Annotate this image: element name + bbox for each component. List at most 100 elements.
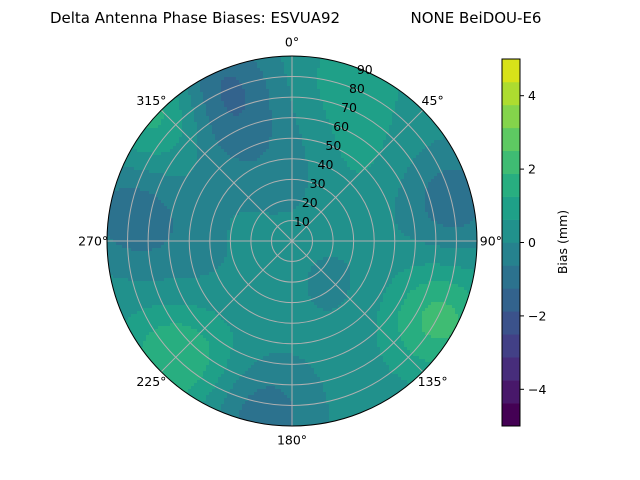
contour-cell <box>449 200 453 204</box>
contour-cell <box>179 98 183 102</box>
contour-cell <box>365 83 369 87</box>
contour-cell <box>389 119 393 123</box>
contour-cell <box>350 116 354 120</box>
contour-cell <box>401 206 405 210</box>
contour-cell <box>239 191 243 195</box>
contour-cell <box>425 125 429 129</box>
contour-cell <box>239 212 243 216</box>
contour-cell <box>263 65 267 69</box>
contour-cell <box>476 209 477 213</box>
contour-cell <box>383 170 387 174</box>
contour-cell <box>257 92 261 96</box>
contour-cell <box>311 149 315 153</box>
contour-cell <box>209 143 213 147</box>
contour-cell <box>332 167 336 171</box>
contour-cell <box>125 170 129 174</box>
contour-cell <box>317 152 321 156</box>
contour-cell <box>359 179 363 183</box>
contour-cell <box>227 131 231 135</box>
contour-cell <box>461 209 465 213</box>
contour-cell <box>209 167 213 171</box>
contour-cell <box>134 191 138 195</box>
contour-cell <box>242 74 246 78</box>
contour-cell <box>218 152 222 156</box>
contour-cell <box>341 122 345 126</box>
contour-cell <box>302 140 306 144</box>
contour-cell <box>233 92 237 96</box>
contour-cell <box>455 194 459 198</box>
contour-cell <box>194 86 198 90</box>
contour-cell <box>149 197 153 201</box>
contour-cell <box>275 158 279 162</box>
contour-cell <box>314 116 318 120</box>
contour-cell <box>140 176 144 180</box>
contour-cell <box>257 143 261 147</box>
contour-cell <box>464 206 468 210</box>
contour-cell <box>194 113 198 117</box>
contour-cell <box>284 206 288 210</box>
contour-cell <box>179 203 183 207</box>
contour-cell <box>272 59 276 63</box>
contour-cell <box>251 107 255 111</box>
contour-cell <box>239 86 243 90</box>
contour-cell <box>194 200 198 204</box>
contour-cell <box>311 197 315 201</box>
contour-cell <box>359 80 363 84</box>
contour-cell <box>383 188 387 192</box>
contour-cell <box>371 128 375 132</box>
contour-cell <box>410 188 414 192</box>
contour-cell <box>431 167 435 171</box>
contour-cell <box>272 179 276 183</box>
contour-cell <box>227 80 231 84</box>
contour-cell <box>281 119 285 123</box>
contour-cell <box>266 158 270 162</box>
contour-cell <box>296 62 300 66</box>
contour-cell <box>203 188 207 192</box>
contour-cell <box>278 170 282 174</box>
contour-cell <box>254 101 258 105</box>
contour-cell <box>314 131 318 135</box>
contour-cell <box>371 203 375 207</box>
contour-cell <box>437 146 441 150</box>
contour-cell <box>395 158 399 162</box>
contour-cell <box>383 197 387 201</box>
contour-cell <box>323 173 327 177</box>
contour-cell <box>140 155 144 159</box>
contour-cell <box>173 107 177 111</box>
contour-cell <box>221 86 225 90</box>
contour-cell <box>332 200 336 204</box>
contour-cell <box>386 179 390 183</box>
contour-cell <box>305 98 309 102</box>
contour-cell <box>407 101 411 105</box>
contour-cell <box>338 74 342 78</box>
contour-cell <box>176 149 180 153</box>
contour-cell <box>332 65 336 69</box>
contour-cell <box>146 128 150 132</box>
contour-cell <box>170 167 174 171</box>
contour-cell <box>275 80 279 84</box>
contour-cell <box>242 167 246 171</box>
contour-cell <box>191 119 195 123</box>
contour-cell <box>422 209 426 213</box>
contour-cell <box>260 182 264 186</box>
contour-cell <box>389 167 393 171</box>
contour-cell <box>395 137 399 141</box>
contour-cell <box>227 101 231 105</box>
contour-cell <box>386 140 390 144</box>
contour-cell <box>224 146 228 150</box>
contour-cell <box>299 110 303 114</box>
contour-cell <box>347 98 351 102</box>
contour-cell <box>287 173 291 177</box>
contour-cell <box>161 212 165 216</box>
contour-cell <box>302 128 306 132</box>
contour-cell <box>293 176 297 180</box>
contour-cell <box>161 203 165 207</box>
contour-cell <box>350 140 354 144</box>
contour-cell <box>359 83 363 87</box>
contour-cell <box>257 182 261 186</box>
contour-cell <box>311 206 315 210</box>
contour-cell <box>317 143 321 147</box>
contour-cell <box>263 89 267 93</box>
contour-cell <box>353 68 357 72</box>
contour-cell <box>251 65 255 69</box>
